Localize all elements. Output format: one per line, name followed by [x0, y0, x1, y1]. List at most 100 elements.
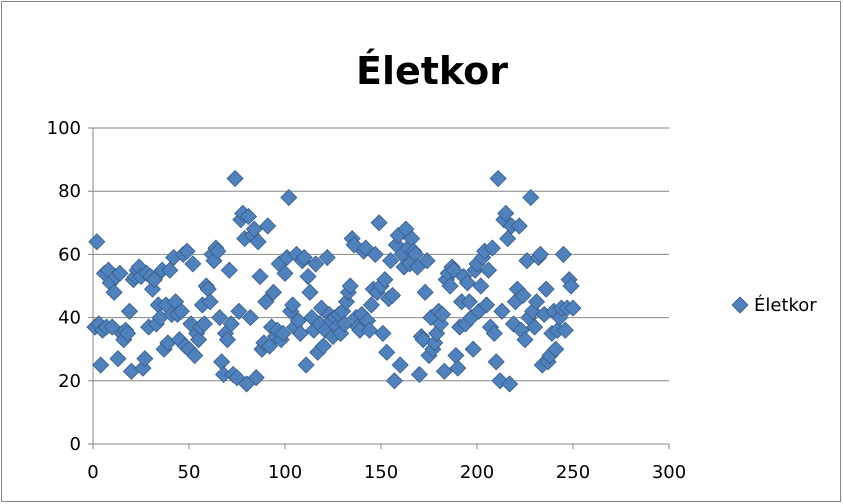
- data-point: [249, 233, 267, 251]
- data-point: [499, 230, 517, 248]
- data-point: [449, 359, 467, 377]
- data-point: [514, 286, 532, 305]
- data-point: [295, 248, 313, 267]
- data-point: [341, 277, 359, 295]
- data-point: [537, 280, 555, 298]
- data-point: [335, 315, 354, 333]
- data-point: [464, 340, 482, 358]
- data-point: [259, 217, 277, 235]
- data-point: [209, 242, 227, 260]
- data-point: [562, 277, 580, 295]
- data-point: [226, 169, 244, 188]
- data-point: [136, 350, 154, 368]
- data-point: [383, 286, 402, 305]
- data-point: [382, 252, 400, 270]
- data-point: [178, 242, 196, 260]
- data-point: [501, 375, 519, 393]
- data-point: [370, 214, 388, 232]
- data-point: [485, 324, 503, 342]
- data-point: [531, 245, 549, 263]
- x-tick-label: 50: [178, 462, 201, 483]
- y-tick-label: 60: [58, 244, 81, 265]
- data-point: [186, 346, 204, 365]
- data-point: [274, 324, 292, 342]
- data-point: [257, 293, 275, 311]
- data-point: [360, 321, 379, 339]
- data-point: [385, 372, 404, 390]
- data-point: [111, 264, 129, 282]
- x-tick-label: 100: [268, 462, 302, 483]
- x-tick-label: 150: [364, 462, 398, 483]
- y-tick-label: 80: [58, 181, 81, 202]
- data-point: [460, 293, 478, 311]
- data-point: [526, 318, 544, 336]
- x-tick-label: 200: [460, 462, 494, 483]
- data-point: [556, 321, 574, 339]
- data-point: [105, 283, 123, 301]
- data-point: [307, 255, 325, 273]
- data-point: [291, 324, 309, 342]
- data-point: [172, 302, 190, 320]
- legend: Életkor: [731, 294, 817, 316]
- data-point: [478, 296, 496, 314]
- data-point: [297, 356, 315, 374]
- data-point: [522, 188, 540, 207]
- data-point: [109, 350, 127, 368]
- data-point: [516, 331, 534, 349]
- data-point: [487, 353, 505, 371]
- data-point: [201, 293, 219, 311]
- data-point: [299, 267, 317, 286]
- data-point: [222, 315, 240, 333]
- data-point: [161, 261, 179, 279]
- data-point: [418, 252, 436, 270]
- data-point: [441, 277, 459, 295]
- data-point: [213, 353, 231, 371]
- data-point: [92, 356, 110, 374]
- data-point: [479, 261, 498, 279]
- x-tick-label: 250: [556, 462, 590, 483]
- data-point: [220, 261, 238, 279]
- data-point: [118, 324, 137, 342]
- data-point: [247, 369, 265, 387]
- y-tick-label: 100: [47, 118, 81, 139]
- y-tick-label: 40: [58, 308, 81, 329]
- data-point: [88, 233, 106, 251]
- data-point: [218, 331, 236, 349]
- data-point: [458, 274, 476, 292]
- legend-label: Életkor: [754, 294, 817, 316]
- data-point: [376, 271, 394, 289]
- data-point: [554, 245, 572, 263]
- y-tick-label: 0: [70, 434, 81, 455]
- data-point: [211, 309, 229, 327]
- data-point: [284, 296, 302, 314]
- data-point: [318, 248, 336, 267]
- data-point: [301, 283, 319, 301]
- chart-title: Életkor: [356, 49, 508, 93]
- data-point: [280, 188, 298, 207]
- data-point: [564, 299, 582, 317]
- data-point: [410, 365, 428, 384]
- data-point: [547, 340, 565, 358]
- legend-marker-diamond-icon: [731, 296, 749, 314]
- data-point: [435, 362, 453, 380]
- data-point: [493, 302, 511, 320]
- data-point: [362, 296, 380, 314]
- data-point: [241, 309, 260, 327]
- data-point: [447, 346, 465, 365]
- data-points: [86, 169, 582, 393]
- x-tick-label: 300: [652, 462, 686, 483]
- data-point: [391, 356, 409, 374]
- data-point: [314, 337, 332, 355]
- y-axis-tick-labels: 0 20 40 60 80 100: [47, 118, 81, 455]
- data-point: [483, 239, 501, 257]
- data-point: [239, 207, 258, 226]
- data-point: [276, 264, 294, 282]
- data-point: [527, 293, 546, 311]
- x-tick-label: 0: [87, 462, 98, 483]
- data-point: [374, 324, 392, 342]
- data-point: [497, 204, 515, 222]
- data-point: [120, 302, 139, 320]
- data-point: [378, 343, 396, 361]
